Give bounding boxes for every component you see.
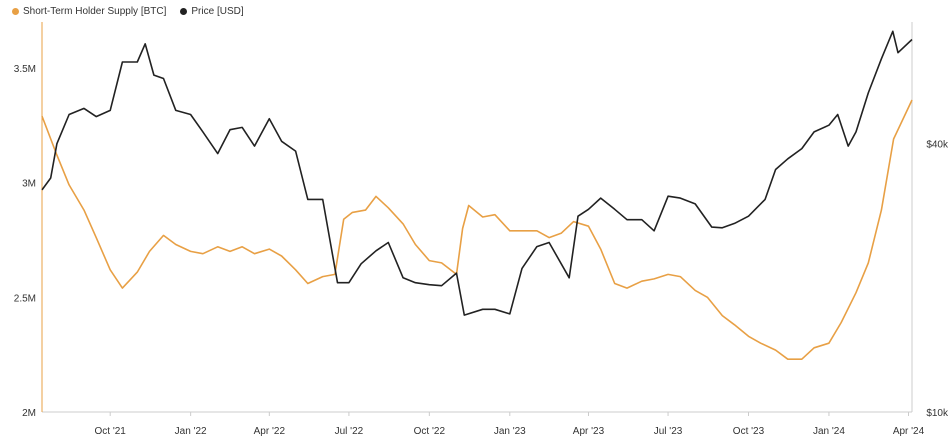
- x-tick-label: Apr '22: [254, 426, 286, 437]
- y-right-tick-label: $10k: [926, 408, 949, 419]
- x-tick-label: Apr '24: [893, 426, 925, 437]
- x-tick-label: Jan '22: [175, 426, 207, 437]
- x-tick-label: Oct '21: [95, 426, 127, 437]
- price-series-line: [41, 30, 913, 316]
- sth-supply-dot-icon: [12, 8, 19, 15]
- axes-layer: [41, 22, 913, 416]
- sth-supply-series-line: [41, 99, 913, 361]
- chart-legend: Short-Term Holder Supply [BTC] Price [US…: [12, 6, 244, 17]
- y-left-tick-label: 3.5M: [14, 64, 36, 75]
- x-tick-label: Oct '22: [414, 426, 446, 437]
- y-left-tick-label: 2.5M: [14, 293, 36, 304]
- x-tick-label: Oct '23: [733, 426, 765, 437]
- y-right-tick-label: $40k: [926, 140, 949, 151]
- series-layer: [41, 30, 913, 361]
- x-tick-label: Jan '24: [813, 426, 845, 437]
- legend-item-sth-supply[interactable]: Short-Term Holder Supply [BTC]: [12, 6, 166, 17]
- legend-label-price: Price [USD]: [191, 6, 244, 17]
- y-left-tick-label: 2M: [22, 408, 36, 419]
- x-tick-label: Jul '23: [654, 426, 683, 437]
- labels-layer: Oct '21 Jan '22 Apr '22 Jul '22 Oct '22 Jan '…: [14, 64, 949, 437]
- price-dot-icon: [180, 8, 188, 15]
- x-tick-label: Jul '22: [335, 426, 364, 437]
- y-left-tick-label: 3M: [22, 179, 36, 190]
- legend-item-price[interactable]: Price [USD]: [180, 6, 244, 17]
- x-tick-label: Jan '23: [494, 426, 526, 437]
- legend-label-sth-supply: Short-Term Holder Supply [BTC]: [23, 6, 167, 17]
- x-tick-label: Apr '23: [573, 426, 605, 437]
